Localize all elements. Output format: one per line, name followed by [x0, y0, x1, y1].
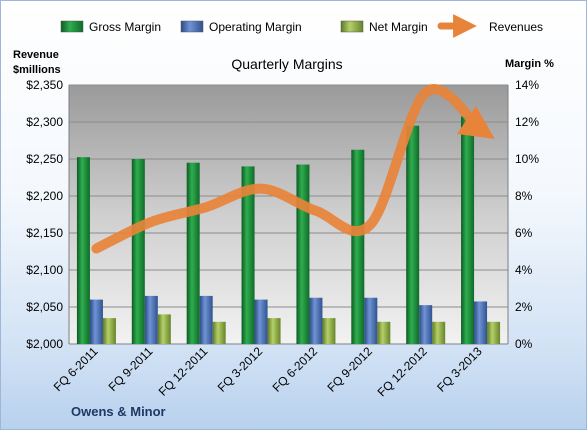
y-right-tick-label: 8%	[515, 189, 533, 203]
y-right-tick-label: 2%	[515, 300, 533, 314]
x-tick-label: FQ 9-2011	[106, 344, 156, 394]
bar-net-margin	[322, 318, 336, 344]
y-left-tick-label: $2,100	[26, 263, 63, 277]
y-right-tick-label: 10%	[515, 152, 539, 166]
y-right-axis-label: Margin %	[505, 58, 554, 70]
y-left-axis-label: $millions	[13, 64, 61, 76]
y-right-tick-label: 0%	[515, 337, 533, 351]
y-left-tick-label: $2,250	[26, 152, 63, 166]
bar-net-margin	[432, 321, 446, 344]
bar-gross-margin	[461, 116, 475, 344]
bar-operating-margin	[89, 299, 103, 344]
bar-gross-margin	[241, 166, 255, 344]
legend-label: Revenues	[489, 20, 543, 34]
y-right-tick-label: 14%	[515, 78, 539, 92]
y-right-tick-label: 4%	[515, 263, 533, 277]
bar-gross-margin	[406, 125, 420, 344]
y-left-tick-label: $2,300	[26, 115, 63, 129]
bar-operating-margin	[419, 305, 433, 344]
bar-operating-margin	[199, 295, 213, 344]
y-right-tick-label: 12%	[515, 115, 539, 129]
bar-operating-margin	[144, 295, 158, 344]
legend-label: Gross Margin	[89, 20, 161, 34]
company-label: Owens & Minor	[71, 404, 166, 419]
y-left-tick-label: $2,050	[26, 300, 63, 314]
bar-operating-margin	[254, 299, 268, 344]
chart-title: Quarterly Margins	[231, 56, 342, 72]
bar-gross-margin	[296, 164, 310, 344]
y-left-tick-label: $2,150	[26, 226, 63, 240]
x-tick-label: FQ 9-2012	[324, 344, 375, 395]
bar-gross-margin	[131, 159, 145, 344]
y-left-tick-label: $2,350	[26, 78, 63, 92]
y-left-tick-label: $2,200	[26, 189, 63, 203]
x-tick-label: FQ 6-2011	[51, 344, 101, 394]
legend-label: Net Margin	[369, 20, 428, 34]
bar-operating-margin	[364, 297, 378, 344]
x-tick-label: FQ 3-2013	[434, 344, 485, 395]
legend-label: Operating Margin	[209, 20, 302, 34]
bar-net-margin	[157, 314, 171, 344]
y-left-axis-label: Revenue	[13, 49, 59, 61]
legend-swatch-net-margin	[340, 20, 364, 33]
bar-net-margin	[102, 318, 116, 344]
x-tick-label: FQ 12-2011	[156, 344, 211, 399]
x-tick-label: FQ 12-2012	[375, 344, 430, 399]
bar-operating-margin	[474, 301, 488, 344]
bar-net-margin	[377, 321, 391, 344]
bar-net-margin	[212, 321, 226, 344]
bar-gross-margin	[351, 149, 365, 344]
y-left-tick-label: $2,000	[26, 337, 63, 351]
bar-operating-margin	[309, 297, 323, 344]
bar-gross-margin	[76, 157, 90, 344]
bar-gross-margin	[186, 162, 200, 344]
legend-swatch-gross-margin	[60, 20, 84, 33]
x-tick-label: FQ 3-2012	[215, 344, 266, 395]
bar-net-margin	[487, 321, 501, 344]
y-right-tick-label: 6%	[515, 226, 533, 240]
legend-swatch-operating-margin	[180, 20, 204, 33]
bar-net-margin	[267, 318, 281, 344]
revenues-line	[91, 84, 495, 254]
x-tick-label: FQ 6-2012	[270, 344, 321, 395]
